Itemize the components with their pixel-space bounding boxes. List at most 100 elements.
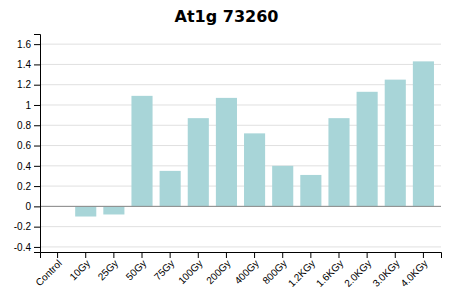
x-tick-mark <box>170 252 171 258</box>
x-tick-label: 3.0KGy <box>370 258 401 289</box>
x-tick: 2.0KGy <box>342 252 373 289</box>
y-tick-mark <box>34 206 40 207</box>
y-tick-mark <box>34 186 40 187</box>
y-tick-label: 1.2 <box>17 79 31 90</box>
x-tick: Control <box>33 252 64 288</box>
x-tick-label: 2.0KGy <box>342 258 373 289</box>
bar <box>188 118 209 206</box>
x-tick-mark <box>198 252 199 258</box>
y-tick: 1.6 <box>17 39 40 50</box>
x-tick-mark <box>113 252 114 258</box>
x-tick-mark <box>367 252 368 258</box>
grid-line <box>40 246 441 247</box>
x-tick-mark <box>423 252 424 258</box>
grid-line <box>40 145 441 146</box>
y-tick: 0.2 <box>17 181 40 192</box>
x-tick: 75Gy <box>152 252 177 282</box>
y-tick-label: 1.6 <box>17 39 31 50</box>
y-tick-label: 1 <box>25 100 31 111</box>
y-tick: -0.2 <box>14 221 40 232</box>
x-tick: 1.2KGy <box>286 252 317 289</box>
x-tick-mark <box>338 252 339 258</box>
bar <box>272 166 293 207</box>
x-tick-label: 1.6KGy <box>314 258 345 289</box>
grid-line <box>40 84 441 85</box>
x-tick: 4.0KGy <box>398 252 429 289</box>
y-tick-label: 1.4 <box>17 59 31 70</box>
bars <box>75 61 434 216</box>
bar <box>160 171 181 206</box>
x-tick-label: 800Gy <box>260 258 289 287</box>
grid-line <box>40 226 441 227</box>
baseline <box>40 206 441 207</box>
x-tick-mark <box>226 252 227 258</box>
x-tick: 3.0KGy <box>370 252 401 289</box>
grid-line <box>40 104 441 105</box>
y-tick: 0.4 <box>17 161 40 172</box>
bar <box>357 92 378 207</box>
y-tick-mark <box>34 166 40 167</box>
grid-line <box>40 125 441 126</box>
grid-line <box>40 44 441 45</box>
x-tick: 1.6KGy <box>314 252 345 289</box>
x-tick-label: 1.2KGy <box>286 258 317 289</box>
x-tick-label: 400Gy <box>232 258 261 287</box>
chart: At1g 73260 -0.4 -0.2 0 0.2 0.4 0.6 0.8 1 1.2 1.4 1.… <box>0 0 453 304</box>
grid-line <box>40 186 441 187</box>
bar <box>328 118 349 206</box>
x-tick-label: Control <box>33 258 64 289</box>
x-tick-mark <box>85 252 86 258</box>
y-tick: 1.2 <box>17 79 40 90</box>
y-tick-mark <box>34 227 40 228</box>
y-tick-label: -0.4 <box>14 242 32 253</box>
y-tick-label: -0.2 <box>14 221 32 232</box>
grid-line <box>40 206 441 207</box>
y-axis-line <box>34 35 41 253</box>
x-tick-label: 50Gy <box>124 258 149 283</box>
y-tick-label: 0.2 <box>17 181 31 192</box>
y-tick: 1 <box>25 100 40 111</box>
x-tick-mark <box>395 252 396 258</box>
x-tick-label: 200Gy <box>204 258 233 287</box>
x-tick-label: 4.0KGy <box>398 258 429 289</box>
y-tick-label: 0.6 <box>17 140 31 151</box>
x-tick: 100Gy <box>176 252 205 286</box>
y-tick-mark <box>34 146 40 147</box>
x-tick-label: 10Gy <box>67 258 92 283</box>
grid-line <box>40 64 441 65</box>
x-tick-mark <box>142 252 143 258</box>
bar <box>131 96 152 207</box>
x-tick-mark <box>57 252 58 258</box>
bar <box>216 98 237 206</box>
y-tick-label: 0.8 <box>17 120 31 131</box>
x-tick-mark <box>310 252 311 258</box>
y-tick-label: 0 <box>25 201 31 212</box>
y-tick-mark <box>34 125 40 126</box>
y-tick: 0 <box>25 201 40 212</box>
y-tick-mark <box>34 247 40 248</box>
bar <box>413 61 434 206</box>
x-tick: 50Gy <box>124 252 149 282</box>
x-axis-line <box>41 253 442 259</box>
plot: -0.4-0.200.20.40.60.811.21.41.6Control10… <box>14 35 442 290</box>
y-tick-mark <box>34 105 40 106</box>
bar <box>103 206 124 214</box>
x-tick: 400Gy <box>232 252 261 286</box>
grid <box>40 44 441 247</box>
x-tick-mark <box>282 252 283 258</box>
x-tick-label: 25Gy <box>96 258 121 283</box>
bar <box>244 133 265 206</box>
y-tick: -0.4 <box>14 242 40 253</box>
grid-line <box>40 165 441 166</box>
bar <box>385 80 406 207</box>
y-tick: 1.4 <box>17 59 40 70</box>
title: At1g 73260 <box>175 7 279 26</box>
x-tick-label: 75Gy <box>152 258 177 283</box>
y-tick-mark <box>34 64 40 65</box>
y-tick-mark <box>34 85 40 86</box>
bar <box>300 175 321 206</box>
x-axis: Control10Gy25Gy50Gy75Gy100Gy200Gy400Gy80… <box>33 252 441 289</box>
x-tick-mark <box>254 252 255 258</box>
x-tick: 200Gy <box>204 252 233 286</box>
y-tick-mark <box>34 44 40 45</box>
